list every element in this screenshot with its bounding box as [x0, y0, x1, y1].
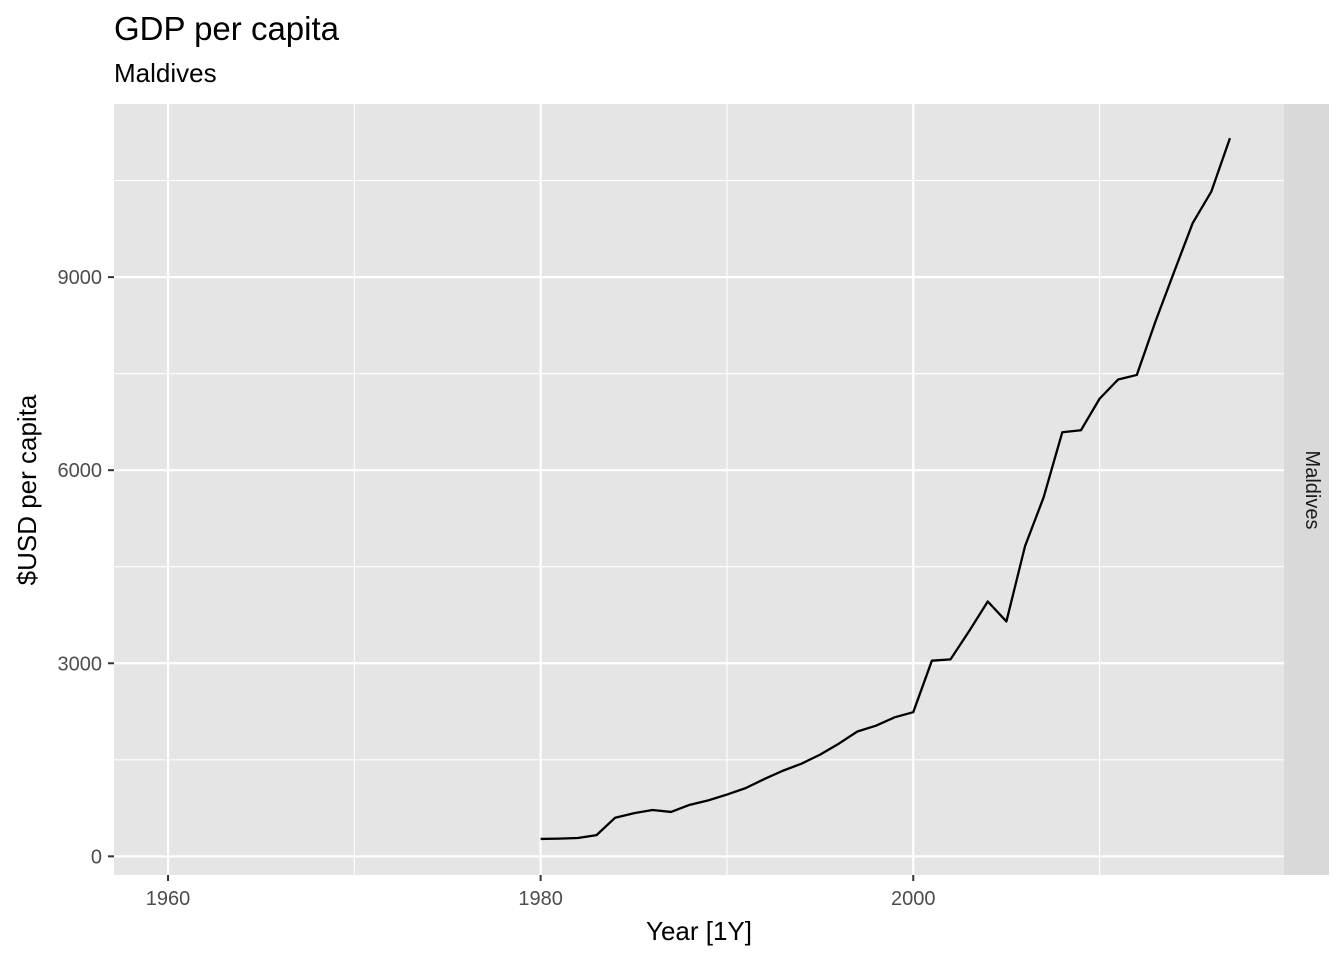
chart-subtitle: Maldives	[114, 58, 217, 88]
x-axis-title: Year [1Y]	[646, 916, 752, 946]
chart-title: GDP per capita	[114, 10, 340, 47]
facet-strip-label: Maldives	[1301, 451, 1323, 530]
series-line	[540, 137, 1232, 841]
y-tick-label: 6000	[58, 460, 103, 482]
y-tick-label: 9000	[58, 267, 103, 289]
x-axis: 1960 1980 2000	[146, 875, 936, 910]
minor-gridlines	[114, 104, 1284, 875]
x-tick-label: 1960	[146, 888, 191, 910]
series-layer	[540, 137, 1232, 841]
y-axis: 0 3000 6000 9000	[58, 267, 114, 868]
facet-strip	[1284, 104, 1329, 875]
plot-panel	[114, 104, 1284, 875]
x-tick-label: 2000	[891, 888, 936, 910]
major-gridlines	[114, 104, 1284, 875]
x-tick-label: 1980	[518, 888, 563, 910]
y-axis-title: $USD per capita	[12, 394, 42, 585]
y-tick-label: 0	[91, 846, 102, 868]
y-tick-label: 3000	[58, 653, 103, 675]
